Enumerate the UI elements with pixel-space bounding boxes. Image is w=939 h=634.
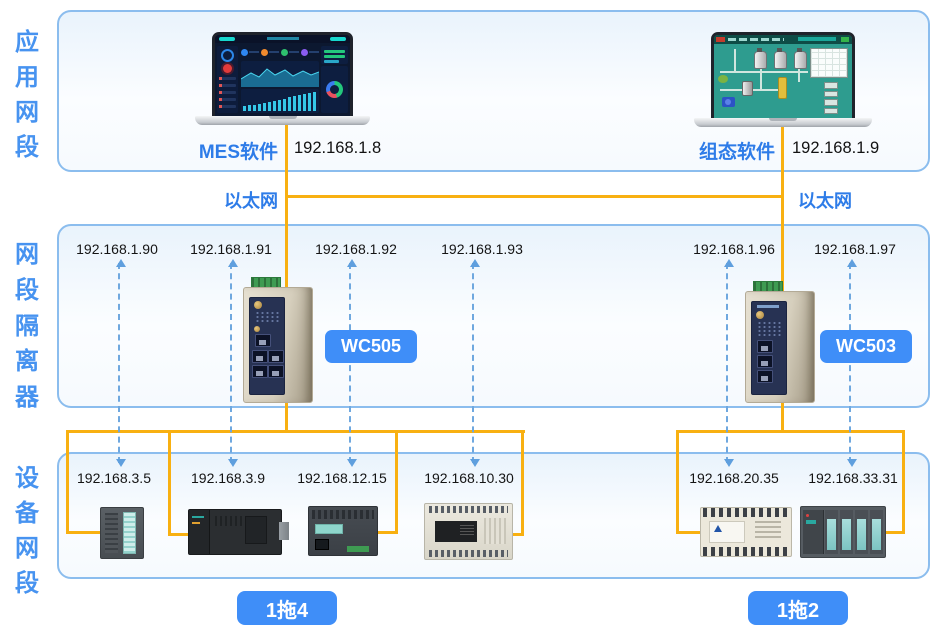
mes-donut-chart: [326, 81, 343, 98]
brand-label: [757, 305, 779, 308]
nat-arrow-5: [726, 263, 728, 463]
led-indicators: [255, 311, 279, 323]
zone-char: 网: [15, 92, 39, 127]
ethernet-label-left: 以太网: [210, 187, 278, 213]
scada-valve: [718, 75, 728, 83]
scada-manifold: [824, 82, 838, 114]
scada-tank: [742, 81, 753, 96]
zone-char: 用: [15, 57, 39, 92]
plc-ip-2: 192.168.3.9: [167, 470, 289, 486]
wc505-elbow-1: [66, 531, 102, 534]
wc505-bracket-horizontal: [66, 430, 525, 433]
plc-2-image: [188, 509, 282, 555]
plc-3-image: [308, 506, 378, 556]
scada-pipe: [734, 49, 736, 73]
plc-1-image: [100, 507, 144, 559]
wc503-elbow-2: [884, 531, 905, 534]
gateway-front-panel: [751, 301, 787, 395]
mes-dashboard-sidebar: [217, 46, 238, 113]
ethernet-trunk-horizontal: [285, 195, 784, 198]
scada-titlebar: [714, 35, 852, 44]
ethernet-label-right: 以太网: [798, 187, 852, 213]
zone-char: 段: [15, 127, 39, 162]
wc505-model-badge: WC505: [325, 330, 417, 363]
mes-laptop-base: [195, 116, 370, 125]
nat-arrow-4: [472, 263, 474, 463]
zone-char: 应: [15, 22, 39, 57]
antenna-connector: [254, 326, 260, 332]
led-indicators: [757, 321, 781, 337]
zone-char: 器: [15, 377, 39, 412]
ethernet-port: [255, 334, 271, 347]
scada-pipe: [760, 68, 762, 90]
zone-char: 备: [15, 493, 39, 528]
wc503-mode-badge: 1拖2: [748, 591, 848, 625]
device-zone-label: 设 备 网 段: [11, 458, 43, 580]
wc503-device-image: [745, 281, 815, 403]
gateway-front-panel: [249, 297, 285, 395]
ethernet-ports: [757, 340, 786, 383]
ethernet-ports: [252, 350, 282, 378]
zone-char: 设: [15, 458, 39, 493]
wan-ip-4: 192.168.1.93: [422, 241, 542, 257]
nat-arrow-3: [349, 263, 351, 463]
zone-char: 隔: [15, 306, 39, 341]
scada-pipe: [798, 68, 800, 82]
mes-bar-chart: [241, 89, 319, 113]
scada-pump: [722, 97, 735, 107]
wc505-mode-badge: 1拖4: [237, 591, 337, 625]
plc-ip-5: 192.168.20.35: [673, 470, 795, 486]
nat-arrow-1: [118, 263, 120, 463]
plc-ip-3: 192.168.12.15: [281, 470, 403, 486]
mes-host-label: MES软件: [196, 137, 278, 164]
mes-kpi-row: [241, 46, 319, 58]
plc-6-image: [800, 506, 886, 558]
plc-4-image: [424, 503, 513, 560]
plc-5-image: [700, 507, 792, 557]
wan-ip-5: 192.168.1.96: [674, 241, 794, 257]
scada-column: [778, 77, 787, 99]
zone-char: 离: [15, 341, 39, 376]
network-topology-diagram: 应 用 网 段 网 段 隔 离 器 设 备 网 段: [0, 0, 939, 634]
antenna-connector: [254, 301, 262, 309]
wan-ip-1: 192.168.1.90: [57, 241, 177, 257]
scada-vessel: [794, 51, 807, 69]
zone-char: 段: [15, 270, 39, 305]
plc-ip-6: 192.168.33.31: [792, 470, 914, 486]
zone-char: 网: [15, 234, 39, 269]
nat-arrow-2: [230, 263, 232, 463]
zone-char: 段: [15, 563, 39, 598]
plc-ip-4: 192.168.10.30: [408, 470, 530, 486]
mes-area-chart: [241, 61, 319, 87]
mes-host-ip: 192.168.1.8: [294, 139, 381, 158]
scada-vessel: [774, 51, 787, 69]
scada-laptop-base: [694, 118, 872, 127]
antenna-connector: [756, 311, 764, 319]
scada-vessel: [754, 51, 767, 69]
wc505-device-image: [243, 277, 313, 403]
mes-laptop-screen: [212, 32, 353, 118]
zone-char: 网: [15, 528, 39, 563]
nat-arrow-6: [849, 263, 851, 463]
wc503-model-badge: WC503: [820, 330, 912, 363]
scada-trend-chart: [810, 48, 848, 78]
wc503-bracket-horizontal: [676, 430, 905, 433]
scada-host-label: 组态软件: [689, 137, 775, 164]
mes-dashboard-header: [215, 35, 350, 43]
wan-ip-6: 192.168.1.97: [795, 241, 915, 257]
plc-ip-1: 192.168.3.5: [53, 470, 175, 486]
wan-ip-2: 192.168.1.91: [171, 241, 291, 257]
isolator-zone-label: 网 段 隔 离 器: [11, 234, 43, 412]
application-zone-label: 应 用 网 段: [11, 22, 43, 140]
wan-ip-3: 192.168.1.92: [296, 241, 416, 257]
scada-laptop-screen: [711, 32, 855, 120]
mes-side-panels: [321, 46, 348, 113]
scada-host-ip: 192.168.1.9: [792, 139, 879, 158]
